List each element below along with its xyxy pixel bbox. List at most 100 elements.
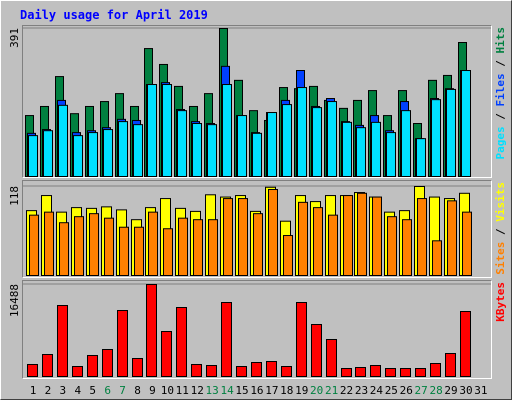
x-tick-label: 3	[60, 384, 67, 397]
bar	[430, 362, 441, 377]
bevel	[22, 280, 492, 379]
bar	[356, 127, 366, 177]
x-tick-label: 11	[176, 384, 189, 397]
bar	[117, 310, 128, 378]
bar	[58, 104, 68, 177]
x-tick-label: 29	[444, 384, 457, 397]
bar	[178, 217, 188, 276]
x-tick-label: 20	[310, 384, 323, 397]
bar	[312, 107, 322, 177]
bar	[401, 110, 411, 177]
bar	[327, 101, 337, 177]
bar	[297, 87, 307, 177]
x-tick-label: 30	[459, 384, 472, 397]
legend-entry: Pages	[494, 126, 507, 159]
bar	[102, 348, 113, 377]
bar	[461, 70, 471, 177]
legend-entry: Visits	[494, 182, 507, 222]
bar	[73, 135, 83, 178]
bar	[402, 219, 412, 277]
bar	[416, 138, 426, 177]
bar	[447, 200, 457, 276]
bar	[118, 121, 128, 177]
bar	[311, 324, 322, 378]
bar	[328, 214, 338, 276]
bar	[207, 124, 217, 177]
x-tick-label: 25	[385, 384, 398, 397]
bar	[236, 366, 247, 378]
x-tick-label: 6	[104, 384, 111, 397]
bar	[357, 192, 367, 276]
bar	[193, 219, 203, 277]
bar	[387, 216, 397, 277]
bar	[446, 88, 456, 177]
x-tick-label: 19	[295, 384, 308, 397]
legend-entry: Files	[494, 73, 507, 106]
bar	[176, 307, 187, 377]
x-tick-label: 22	[340, 384, 353, 397]
bar	[281, 366, 292, 378]
bar	[192, 123, 202, 178]
chart-title: Daily usage for April 2019	[20, 8, 208, 22]
x-tick-label: 5	[89, 384, 96, 397]
x-tick-label: 18	[280, 384, 293, 397]
x-tick-label: 26	[400, 384, 413, 397]
bar	[415, 367, 426, 377]
bar	[371, 121, 381, 177]
bar	[44, 211, 54, 277]
x-tick-label: 23	[355, 384, 368, 397]
x-tick-label: 1	[30, 384, 37, 397]
bar	[42, 353, 53, 377]
bar	[161, 330, 172, 377]
bar	[103, 129, 113, 177]
bar	[104, 217, 114, 276]
bar	[282, 104, 292, 177]
legend-separator: /	[494, 222, 507, 242]
bar	[89, 213, 99, 276]
legend-entry: Hits	[494, 27, 507, 54]
bar	[268, 189, 278, 276]
bar	[162, 84, 172, 177]
bar	[191, 363, 202, 377]
bar	[267, 112, 277, 178]
x-tick-label: 2	[45, 384, 52, 397]
bar	[253, 213, 263, 276]
bar	[29, 214, 39, 276]
bar	[43, 130, 53, 178]
bar	[222, 84, 232, 177]
legend-separator: /	[494, 107, 507, 127]
y-tick-label: 391	[8, 28, 21, 48]
bar	[88, 132, 98, 177]
x-tick-label: 13	[206, 384, 219, 397]
bar	[283, 235, 293, 276]
x-tick-label: 27	[415, 384, 428, 397]
bar	[386, 132, 396, 177]
bar	[298, 201, 308, 277]
bar	[119, 226, 129, 277]
bar	[27, 363, 38, 377]
x-tick-label: 9	[149, 384, 156, 397]
bar	[266, 361, 277, 378]
bar	[252, 132, 262, 177]
bar	[177, 110, 187, 177]
bar	[87, 354, 98, 378]
bar	[148, 211, 158, 277]
legend-entry: KBytes	[494, 282, 507, 322]
bar	[445, 353, 456, 377]
bar	[223, 198, 233, 276]
bar	[147, 84, 157, 177]
bar	[370, 365, 381, 378]
x-tick-label: 15	[235, 384, 248, 397]
bar	[74, 216, 84, 277]
bar	[432, 240, 442, 276]
x-tick-label: 24	[370, 384, 384, 397]
bar	[326, 339, 337, 377]
bar	[431, 99, 441, 177]
bar	[385, 367, 396, 377]
x-tick-label: 21	[325, 384, 338, 397]
bar	[57, 305, 68, 377]
bar	[343, 195, 353, 276]
bar	[313, 207, 323, 276]
